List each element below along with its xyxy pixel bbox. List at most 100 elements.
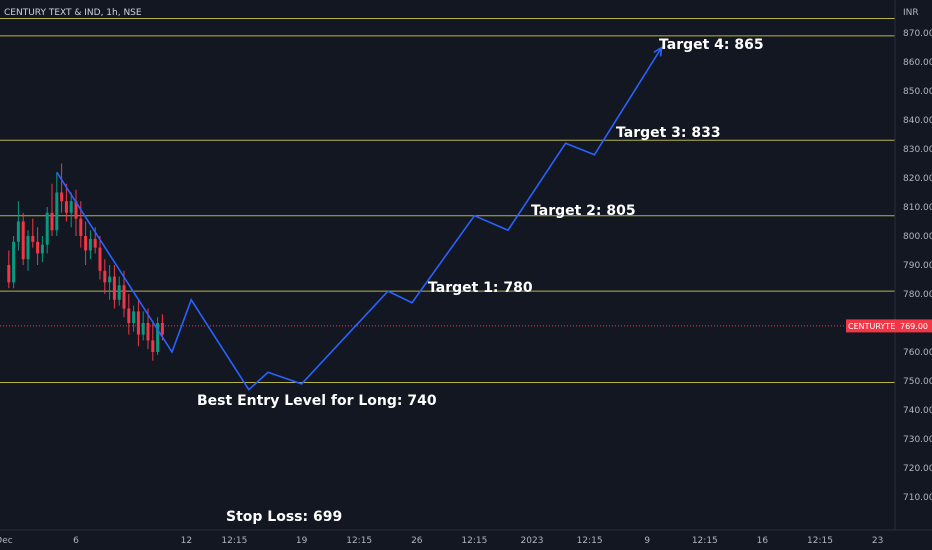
y-tick-label-1: 860.00 xyxy=(903,58,932,68)
candle-body xyxy=(98,247,102,271)
y-tick-label-15: 720.00 xyxy=(903,464,932,474)
candle-2 xyxy=(16,201,20,251)
x-tick-label-8: 2023 xyxy=(521,536,544,546)
annotation-target-2: Target 2: 805 xyxy=(531,203,636,219)
x-tick-label-7: 12:15 xyxy=(461,536,487,546)
candle-7 xyxy=(40,236,44,263)
x-tick-label-2: 12 xyxy=(181,536,192,546)
y-tick-label-12: 750.00 xyxy=(903,377,932,387)
x-tick-label-3: 12:15 xyxy=(221,536,247,546)
candle-body xyxy=(122,285,126,309)
x-tick-label-13: 12:15 xyxy=(807,536,833,546)
candle-27 xyxy=(136,299,140,347)
candle-16 xyxy=(84,221,88,265)
candle-body xyxy=(7,265,11,283)
symbol-tag-bg xyxy=(846,319,896,333)
y-tick-label-16: 710.00 xyxy=(903,493,932,503)
annotation-stop-loss: Stop Loss: 699 xyxy=(226,509,342,525)
candle-body xyxy=(26,236,30,260)
annotation-entry-level: Best Entry Level for Long: 740 xyxy=(197,393,437,409)
candle-17 xyxy=(88,230,92,260)
candle-3 xyxy=(21,212,25,265)
y-tick-label-11: 760.00 xyxy=(903,348,932,358)
candle-body xyxy=(112,276,116,300)
y-tick-label-7: 800.00 xyxy=(903,232,932,242)
projection-path xyxy=(56,47,663,391)
candle-body xyxy=(93,238,97,248)
candle-30 xyxy=(151,323,155,361)
y-tick-label-9: 780.00 xyxy=(903,290,932,300)
candle-body xyxy=(146,323,150,341)
candle-11 xyxy=(60,163,64,213)
candle-25 xyxy=(127,294,131,335)
x-tick-label-12: 16 xyxy=(757,536,769,546)
candle-body xyxy=(141,323,145,335)
candle-body xyxy=(127,308,131,323)
candle-body xyxy=(136,311,140,335)
symbol-tag: CENTURYTEX xyxy=(848,322,901,331)
candle-13 xyxy=(69,192,73,228)
candle-body xyxy=(156,323,160,352)
candle-body xyxy=(132,311,136,323)
candle-body xyxy=(103,270,107,283)
x-tick-label-4: 19 xyxy=(296,536,308,546)
annotation-target-1: Target 1: 780 xyxy=(428,280,533,296)
price-tag-bg xyxy=(895,319,932,333)
price-axis[interactable] xyxy=(895,0,932,530)
candle-body xyxy=(151,340,155,352)
candle-body xyxy=(36,241,40,254)
candle-body xyxy=(69,201,73,213)
candle-1 xyxy=(12,236,16,289)
x-ticks: Dec 6 12 12:15 19 12:15 26 12:15 2023 12:15 9 12:15… xyxy=(0,536,883,546)
candle-body xyxy=(84,236,88,251)
y-tick-label-14: 730.00 xyxy=(903,435,932,445)
y-tick-label-0: 870.00 xyxy=(903,29,932,39)
y-tick-label-5: 820.00 xyxy=(903,174,932,184)
chart-title: CENTURY TEXT & IND, 1h, NSE xyxy=(4,8,142,18)
x-tick-label-9: 12:15 xyxy=(577,536,603,546)
candle-14 xyxy=(74,189,78,236)
candle-body xyxy=(64,201,68,213)
candle-body xyxy=(50,212,54,231)
time-axis[interactable] xyxy=(0,530,895,550)
candle-body xyxy=(74,201,78,219)
x-tick-label-14: 23 xyxy=(872,536,883,546)
annotation-target-4: Target 4: 865 xyxy=(659,37,764,53)
candle-19 xyxy=(98,236,102,280)
candle-26 xyxy=(132,305,136,332)
candle-20 xyxy=(103,259,107,294)
candle-0 xyxy=(7,250,11,289)
projection-layer xyxy=(56,45,663,391)
candles-layer xyxy=(7,163,164,361)
candle-body xyxy=(21,221,25,260)
x-tick-label-1: 6 xyxy=(73,536,79,546)
candle-22 xyxy=(112,265,116,309)
candle-body xyxy=(108,276,112,283)
candle-body xyxy=(31,236,35,242)
y-tick-label-13: 740.00 xyxy=(903,406,932,416)
candle-10 xyxy=(55,172,59,236)
candle-body xyxy=(117,285,121,300)
candle-23 xyxy=(117,276,121,306)
x-tick-label-6: 26 xyxy=(411,536,423,546)
currency-label: INR xyxy=(903,8,919,18)
candle-body xyxy=(60,192,64,202)
candle-body xyxy=(79,218,83,236)
candle-body xyxy=(45,212,49,245)
y-tick-label-2: 850.00 xyxy=(903,87,932,97)
candle-body xyxy=(16,221,20,242)
y-tick-label-3: 840.00 xyxy=(903,116,932,126)
candle-31 xyxy=(156,317,160,355)
candle-6 xyxy=(36,227,40,265)
candle-5 xyxy=(31,218,35,248)
candle-body xyxy=(55,192,59,231)
levels-layer xyxy=(0,18,895,383)
x-tick-label-10: 9 xyxy=(644,536,650,546)
candle-21 xyxy=(108,265,112,300)
x-tick-label-5: 12:15 xyxy=(346,536,372,546)
y-tick-label-4: 830.00 xyxy=(903,145,932,155)
x-tick-label-0: Dec xyxy=(0,536,13,546)
candle-9 xyxy=(50,183,54,236)
candle-12 xyxy=(64,183,68,222)
